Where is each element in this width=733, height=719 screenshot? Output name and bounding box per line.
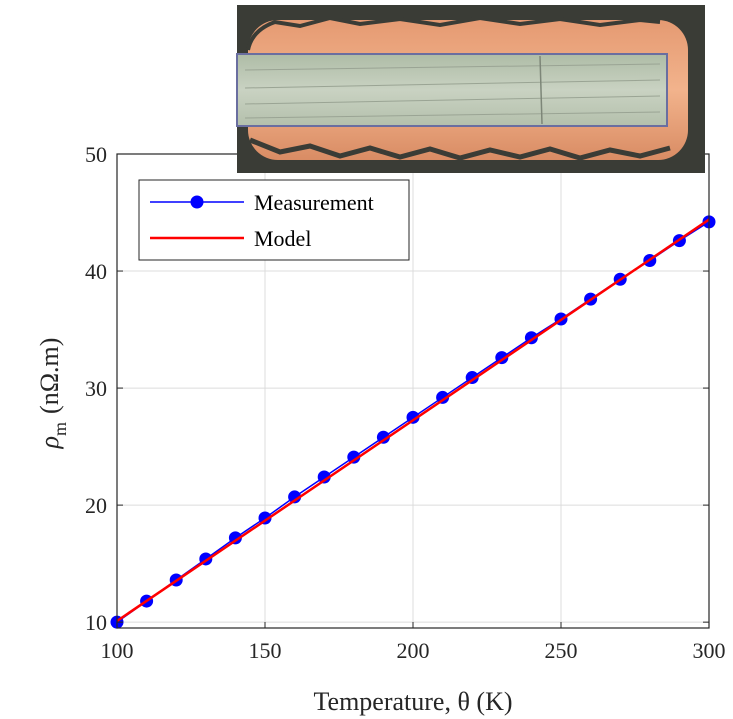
measurement-point [406, 410, 420, 424]
ticks [116, 153, 710, 628]
y-tick-label: 10 [85, 610, 107, 635]
measurement-point [228, 531, 242, 545]
y-tick-label: 40 [85, 259, 107, 284]
legend-measurement: Measurement [254, 190, 374, 215]
y-axis-unit: (nΩ.m) [35, 338, 64, 414]
x-axis-title: Temperature, θ (K) [313, 687, 512, 716]
inset-micrograph [236, 5, 705, 173]
legend: Measurement Model [138, 179, 410, 261]
series-layer [110, 215, 716, 629]
legend-model: Model [254, 226, 311, 251]
tick-labels: 100 150 200 250 300 10 20 30 40 50 [85, 142, 726, 663]
svg-text:ρm(nΩ.m): ρm (nΩ.m) [35, 338, 70, 450]
x-tick-label: 300 [693, 638, 726, 663]
measurement-point [436, 390, 450, 404]
y-axis-symbol: ρ [35, 436, 64, 449]
x-tick-label: 200 [397, 638, 430, 663]
measurement-point [258, 511, 272, 525]
y-tick-label: 20 [85, 493, 107, 518]
measurement-point [376, 430, 390, 444]
y-tick-label: 50 [85, 142, 107, 167]
x-tick-label: 250 [545, 638, 578, 663]
y-axis-subscript: m [50, 422, 70, 436]
measurement-point [288, 490, 302, 504]
measurement-point [347, 450, 361, 464]
measurement-point [465, 371, 479, 385]
model-line [116, 218, 710, 623]
x-tick-label: 150 [249, 638, 282, 663]
y-tick-label: 30 [85, 376, 107, 401]
measurement-point [317, 470, 331, 484]
y-axis-title: ρm (nΩ.m) [35, 338, 70, 450]
x-tick-label: 100 [101, 638, 134, 663]
